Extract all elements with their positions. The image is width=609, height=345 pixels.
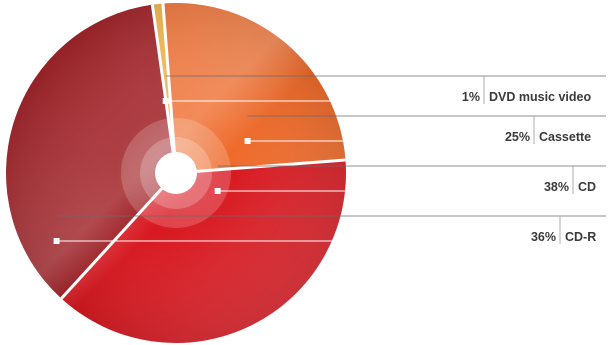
slice-percent-label: 36%	[531, 230, 556, 244]
slice-name-label: CD-R	[565, 230, 596, 244]
slice-separators	[60, 3, 346, 300]
slice-separator	[60, 187, 163, 300]
slice-separator	[161, 3, 176, 153]
slice-labels: 1% DVD music video 25% Cassette 38% CD 36% CD-R	[462, 76, 596, 244]
slice-separator	[150, 4, 175, 153]
slice-percent-label: 38%	[544, 180, 569, 194]
slice-name-label: Cassette	[539, 130, 591, 144]
slice-percent-label: 25%	[505, 130, 530, 144]
slice-name-label: DVD music video	[489, 90, 591, 104]
slice-percent-label: 1%	[462, 90, 480, 104]
slice-name-label: CD	[578, 180, 596, 194]
disc-overlay	[6, 3, 346, 343]
leader-lines	[53, 75, 606, 244]
disc-hole	[155, 152, 197, 194]
